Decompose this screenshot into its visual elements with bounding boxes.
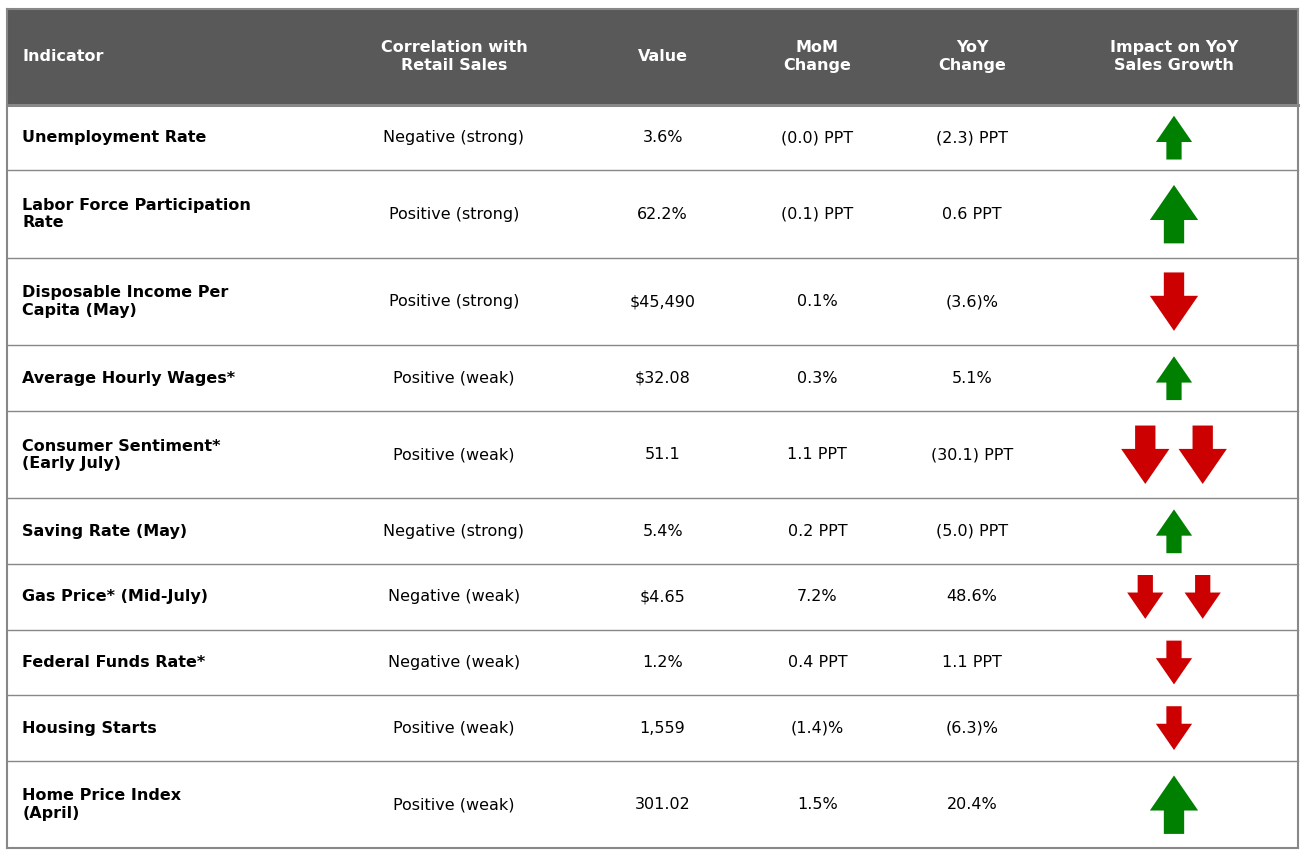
Polygon shape [1156,357,1191,400]
Text: Impact on YoY
Sales Growth: Impact on YoY Sales Growth [1109,40,1238,73]
Text: Positive (weak): Positive (weak) [393,371,514,386]
Polygon shape [1128,575,1163,619]
Text: 1.2%: 1.2% [642,655,683,670]
Text: (5.0) PPT: (5.0) PPT [936,524,1009,539]
Text: 5.1%: 5.1% [951,371,993,386]
Text: YoY
Change: YoY Change [938,40,1006,73]
Text: Federal Funds Rate*: Federal Funds Rate* [22,655,205,670]
Text: (30.1) PPT: (30.1) PPT [930,447,1013,462]
Text: Unemployment Rate: Unemployment Rate [22,130,206,145]
Text: Indicator: Indicator [22,49,103,64]
Polygon shape [1150,273,1198,331]
Polygon shape [1178,426,1227,484]
Text: $32.08: $32.08 [634,371,690,386]
Text: (6.3)%: (6.3)% [946,721,998,735]
Text: 62.2%: 62.2% [637,207,688,222]
Bar [7,345,1298,411]
Text: 48.6%: 48.6% [946,590,997,604]
Text: 3.6%: 3.6% [642,130,683,145]
Text: Home Price Index
(April): Home Price Index (April) [22,788,181,821]
Text: Disposable Income Per
Capita (May): Disposable Income Per Capita (May) [22,285,228,318]
Text: 0.1%: 0.1% [797,294,838,309]
Bar [7,411,1298,499]
Text: MoM
Change: MoM Change [783,40,851,73]
Bar [7,630,1298,695]
Text: Positive (weak): Positive (weak) [393,797,514,812]
Bar [7,761,1298,848]
Text: (3.6)%: (3.6)% [946,294,998,309]
Text: (2.3) PPT: (2.3) PPT [936,130,1009,145]
Text: $4.65: $4.65 [639,590,685,604]
Text: (0.1) PPT: (0.1) PPT [782,207,853,222]
Text: (1.4)%: (1.4)% [791,721,844,735]
Bar [7,564,1298,630]
Text: 7.2%: 7.2% [797,590,838,604]
Text: 1.1 PPT: 1.1 PPT [942,655,1002,670]
Text: Positive (weak): Positive (weak) [393,447,514,462]
Text: 301.02: 301.02 [634,797,690,812]
Bar [7,258,1298,345]
Text: 0.3%: 0.3% [797,371,838,386]
Bar [7,499,1298,564]
Text: Housing Starts: Housing Starts [22,721,157,735]
Text: Positive (strong): Positive (strong) [389,294,519,309]
Bar [7,9,1298,105]
Bar [7,171,1298,258]
Text: 0.6 PPT: 0.6 PPT [942,207,1002,222]
Polygon shape [1185,575,1220,619]
Text: Gas Price* (Mid-July): Gas Price* (Mid-July) [22,590,209,604]
Polygon shape [1150,185,1198,243]
Text: Correlation with
Retail Sales: Correlation with Retail Sales [381,40,527,73]
Bar [7,695,1298,761]
Text: 20.4%: 20.4% [946,797,997,812]
Text: Positive (strong): Positive (strong) [389,207,519,222]
Text: 0.4 PPT: 0.4 PPT [787,655,847,670]
Polygon shape [1156,641,1191,685]
Text: Average Hourly Wages*: Average Hourly Wages* [22,371,235,386]
Polygon shape [1121,426,1169,484]
Text: Consumer Sentiment*
(Early July): Consumer Sentiment* (Early July) [22,439,221,471]
Text: Negative (weak): Negative (weak) [388,590,521,604]
Text: (0.0) PPT: (0.0) PPT [782,130,853,145]
Text: Value: Value [638,49,688,64]
Polygon shape [1156,706,1191,750]
Text: 5.4%: 5.4% [642,524,683,539]
Text: Negative (strong): Negative (strong) [384,130,525,145]
Text: 0.2 PPT: 0.2 PPT [787,524,847,539]
Text: 1,559: 1,559 [639,721,685,735]
Polygon shape [1156,509,1191,554]
Text: Saving Rate (May): Saving Rate (May) [22,524,188,539]
Text: $45,490: $45,490 [629,294,696,309]
Text: Negative (strong): Negative (strong) [384,524,525,539]
Text: 1.5%: 1.5% [797,797,838,812]
Polygon shape [1156,116,1191,159]
Polygon shape [1150,776,1198,834]
Text: Positive (weak): Positive (weak) [393,721,514,735]
Bar [7,105,1298,171]
Text: Negative (weak): Negative (weak) [388,655,521,670]
Text: Labor Force Participation
Rate: Labor Force Participation Rate [22,198,251,231]
Text: 1.1 PPT: 1.1 PPT [787,447,847,462]
Text: 51.1: 51.1 [645,447,680,462]
